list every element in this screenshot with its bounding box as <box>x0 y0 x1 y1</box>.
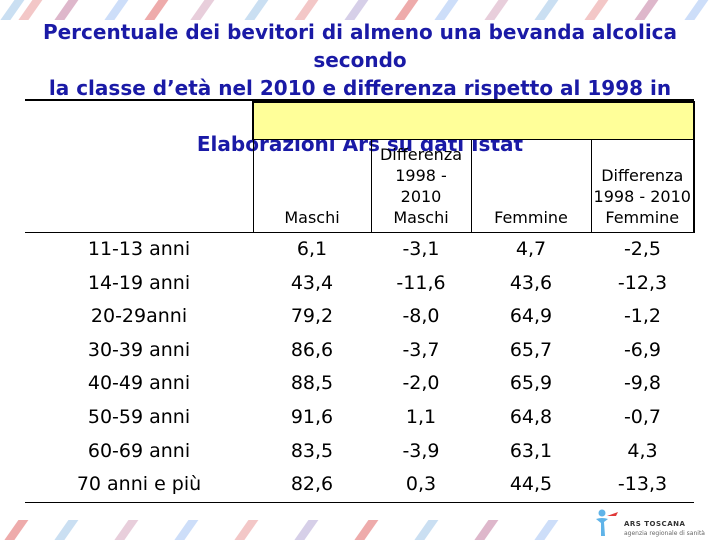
header-band-row <box>25 101 695 140</box>
age-class-cell: 11-13 anni <box>25 231 253 267</box>
top-rule-row <box>25 99 694 102</box>
age-class-cell: 20-29anni <box>90 305 188 328</box>
maschi-cell: 43,4 <box>290 271 334 294</box>
diff-maschi-cell: -11,6 <box>396 271 446 294</box>
femmine-cell: 65,9 <box>509 372 553 395</box>
femmine-cell: 44,5 <box>471 468 591 503</box>
diff-femmine-cell: -0,7 <box>623 405 662 428</box>
age-class-cell: 40-49 anni <box>87 372 191 395</box>
table-row: 14-19 anni 43,4 -11,6 43,6 -12,3 <box>25 267 694 301</box>
column-header-diff-femmine: Differenza 1998 - 2010 Femmine <box>590 139 695 233</box>
diff-femmine-cell: 4,3 <box>627 439 658 462</box>
diff-maschi-cell: 0,3 <box>371 468 471 503</box>
femmine-cell: 64,9 <box>509 305 553 328</box>
ars-toscana-logo: ARS TOSCANA agenzia regionale di sanità <box>594 508 714 538</box>
maschi-cell: 91,6 <box>290 405 334 428</box>
diff-femmine-cell: -2,5 <box>591 231 694 267</box>
age-class-cell: 30-39 anni <box>87 338 191 361</box>
table-row: 60-69 anni 83,5 -3,9 63,1 4,3 <box>25 435 694 469</box>
data-table-container: Maschi Differenza 1998 - 2010 Maschi Fem… <box>25 99 695 503</box>
maschi-cell: 83,5 <box>290 439 334 462</box>
femmine-cell: 65,7 <box>509 338 553 361</box>
table-row: 70 anni e più 82,6 0,3 44,5 -13,3 <box>25 468 694 503</box>
femmine-cell: 43,6 <box>509 271 553 294</box>
logo-name: ARS TOSCANA <box>624 520 686 528</box>
diff-femmine-cell: -12,3 <box>617 271 668 294</box>
column-header-label <box>25 140 253 233</box>
diff-femmine-cell: -13,3 <box>591 468 694 503</box>
title-line-1: Percentuale dei bevitori di almeno una b… <box>42 20 678 72</box>
column-header-femmine: Femmine <box>470 139 591 233</box>
maschi-cell: 79,2 <box>290 305 334 328</box>
femmine-cell: 64,8 <box>509 405 553 428</box>
diff-femmine-cell: -6,9 <box>623 338 662 361</box>
drinkers-table: Maschi Differenza 1998 - 2010 Maschi Fem… <box>25 99 695 503</box>
table-row: 30-39 anni 86,6 -3,7 65,7 -6,9 <box>25 334 694 368</box>
person-logo-icon <box>596 509 618 536</box>
diff-maschi-cell: -3,9 <box>402 439 440 462</box>
diff-maschi-cell: -2,0 <box>402 372 440 395</box>
maschi-cell: 82,6 <box>253 468 371 503</box>
diff-maschi-cell: -3,7 <box>402 338 440 361</box>
table-row: 50-59 anni 91,6 1,1 64,8 -0,7 <box>25 401 694 435</box>
age-class-cell: 14-19 anni <box>87 271 191 294</box>
age-class-cell: 50-59 anni <box>87 405 191 428</box>
diff-femmine-cell: -9,8 <box>623 372 662 395</box>
maschi-cell: 6,1 <box>253 231 371 267</box>
diff-maschi-cell: -8,0 <box>402 305 440 328</box>
logo-subtitle: agenzia regionale di sanità <box>624 530 705 537</box>
table-row: 20-29anni 79,2 -8,0 64,9 -1,2 <box>25 300 694 334</box>
column-header-maschi: Maschi <box>252 139 371 233</box>
table-row: 11-13 anni 6,1 -3,1 4,7 -2,5 <box>25 231 694 267</box>
diff-femmine-cell: -1,2 <box>623 305 662 328</box>
maschi-cell: 86,6 <box>290 338 334 361</box>
column-header-row: Maschi Differenza 1998 - 2010 Maschi Fem… <box>25 139 695 233</box>
table-row: 40-49 anni 88,5 -2,0 65,9 -9,8 <box>25 367 694 401</box>
header-band-spacer <box>25 102 253 140</box>
column-header-diff-maschi: Differenza 1998 - 2010 Maschi <box>370 139 471 233</box>
diff-maschi-cell: -3,1 <box>371 231 471 267</box>
femmine-cell: 63,1 <box>509 439 553 462</box>
age-class-cell: 70 anni e più <box>25 468 253 503</box>
diff-maschi-cell: 1,1 <box>405 405 437 428</box>
top-rule <box>25 99 253 102</box>
maschi-cell: 88,5 <box>290 372 334 395</box>
decorative-stripes-top <box>0 0 720 20</box>
age-class-cell: 60-69 anni <box>87 439 191 462</box>
header-band <box>252 101 695 140</box>
femmine-cell: 4,7 <box>471 231 591 267</box>
